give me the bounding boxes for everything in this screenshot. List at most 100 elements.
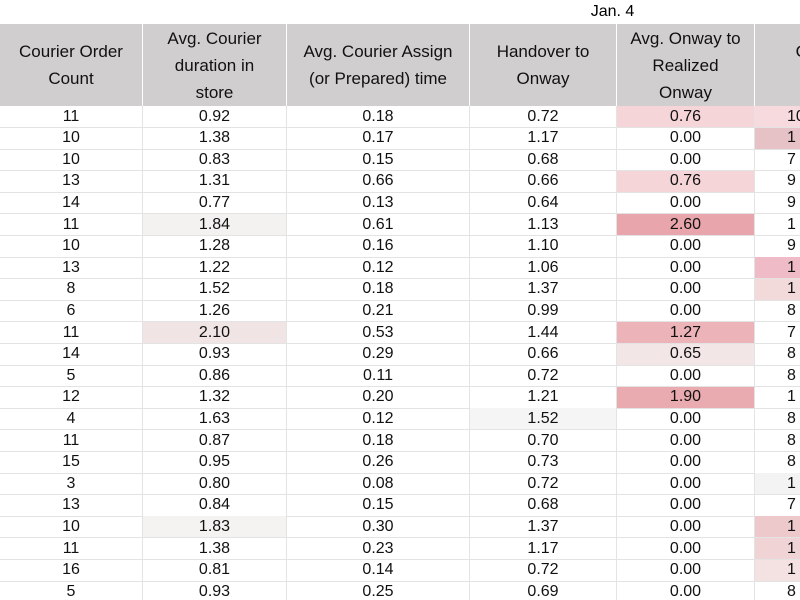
table-cell: 0.61 (287, 214, 470, 237)
table-cell: 8 (755, 365, 800, 388)
header-line: Onway (516, 69, 570, 88)
group-label: Jan. 4 (470, 0, 755, 25)
table-cell: 13 (0, 257, 143, 280)
table-cell: 1.22 (143, 257, 287, 280)
table-cell: 4 (0, 408, 143, 431)
table-cell: 0.00 (617, 473, 755, 496)
table-cell: 0.13 (287, 192, 470, 215)
table-cell: 0.30 (287, 516, 470, 539)
table-cell: 0.99 (470, 300, 617, 323)
table-cell: 16 (0, 559, 143, 582)
table-cell: 1.38 (143, 538, 287, 561)
table-cell: 13 (0, 494, 143, 517)
table-cell: 0.00 (617, 538, 755, 561)
table-cell: 0.23 (287, 538, 470, 561)
header-line: Count (48, 69, 94, 88)
header-line: Handover to (496, 42, 590, 61)
table-cell: 0.00 (617, 192, 755, 215)
table-cell: 0.76 (617, 170, 755, 193)
column-header: Avg. Onway to Realized Onway (617, 24, 755, 106)
table-cell: 0.25 (287, 581, 470, 600)
table-cell: 10 (0, 149, 143, 172)
table-cell: 1.06 (470, 257, 617, 280)
table-cell: 1 (755, 473, 800, 496)
table-cell: 0.18 (287, 106, 470, 129)
table-cell: 1.38 (143, 127, 287, 150)
table-cell: 10 (0, 516, 143, 539)
table-cell: 0.72 (470, 106, 617, 129)
table-cell: 0.00 (617, 300, 755, 323)
table-cell: 0.00 (617, 516, 755, 539)
table-cell: 11 (0, 322, 143, 345)
table-cell: 1.37 (470, 278, 617, 301)
table-cell: 0.95 (143, 451, 287, 474)
table-cell: 1.26 (143, 300, 287, 323)
table-cell: 8 (755, 344, 800, 366)
table-cell: 1.21 (470, 386, 617, 409)
table-cell: 0.81 (143, 559, 287, 582)
column-header: Courier Order Count (0, 24, 143, 106)
table-cell: 6 (0, 300, 143, 323)
table-cell: 9 (755, 171, 800, 193)
table-cell: 0.00 (617, 127, 755, 150)
table-cell: 1.63 (143, 408, 287, 431)
header-line: Avg. Onway to (630, 28, 741, 48)
table-cell: 0.12 (287, 257, 470, 280)
table-cell: 0.00 (617, 149, 755, 172)
table-cell: 8 (755, 408, 800, 431)
table-cell: 1.52 (470, 408, 617, 431)
table-cell: 15 (0, 451, 143, 474)
table-cell: 8 (755, 430, 800, 453)
table-cell: 1 (755, 538, 800, 561)
table-cell: 8 (755, 452, 800, 474)
table-cell: 10 (0, 127, 143, 150)
table-cell: 8 (755, 300, 800, 323)
table-cell: 0.73 (470, 451, 617, 474)
table-cell: 0.00 (617, 365, 755, 388)
table-cell: 1.17 (470, 538, 617, 561)
table-cell: 1 (755, 257, 800, 280)
table-cell: 0.20 (287, 386, 470, 409)
table-cell: 1.17 (470, 127, 617, 150)
column-header: Handover to Onway (470, 24, 617, 106)
table-cell: 5 (0, 365, 143, 388)
table-cell: 11 (0, 214, 143, 237)
table-cell: 0.17 (287, 127, 470, 150)
table-cell: 0.14 (287, 559, 470, 582)
table-cell: 0.00 (617, 235, 755, 258)
header-line: (or Prepared) time (309, 69, 447, 88)
header-line: On (796, 38, 800, 65)
header-line: Realized (652, 55, 719, 75)
table-cell: 0.00 (617, 408, 755, 431)
table-cell: 0.69 (470, 581, 617, 600)
header-line: store (195, 82, 234, 102)
table-cell: 10 (0, 235, 143, 258)
table-cell: 0.64 (470, 192, 617, 215)
table-cell: 0.11 (287, 365, 470, 388)
column-header: OnR (755, 24, 800, 106)
table-cell: 1.84 (143, 214, 287, 237)
table-cell: 1 (755, 278, 800, 301)
table-cell: 0.15 (287, 149, 470, 172)
table-cell: 0.72 (470, 559, 617, 582)
table-cell: 8 (0, 278, 143, 301)
header-line: Avg. Courier (167, 28, 262, 48)
table-cell: 0.72 (470, 365, 617, 388)
table-cell: 0.80 (143, 473, 287, 496)
header-line: Avg. Courier Assign (303, 42, 453, 61)
table-cell: 1.28 (143, 235, 287, 258)
table-cell: 9 (755, 236, 800, 258)
table-cell: 1.90 (617, 386, 755, 409)
table-cell: 0.26 (287, 451, 470, 474)
table-cell: 1 (755, 214, 800, 237)
table-cell: 1.44 (470, 322, 617, 345)
table-cell: 1.10 (470, 235, 617, 258)
table-cell: 9 (755, 192, 800, 215)
table-cell: 0.66 (287, 170, 470, 193)
table-cell: 1.52 (143, 278, 287, 301)
table-cell: 0.00 (617, 494, 755, 517)
column-header: Avg. Courier duration in store (143, 24, 287, 106)
table-cell: 1.13 (470, 214, 617, 237)
header-line: Courier Order (19, 42, 123, 61)
